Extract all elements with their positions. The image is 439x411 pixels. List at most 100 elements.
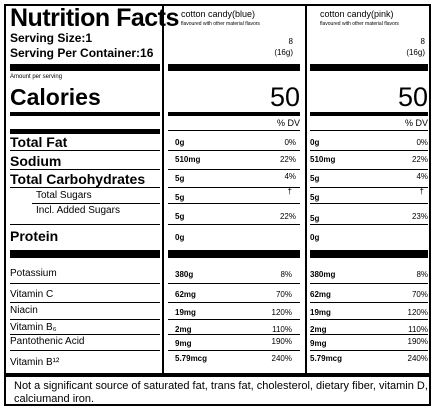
serving-count-blue: 8 bbox=[288, 37, 293, 46]
mineral-label-vitamin-b12: Vitamin B¹² bbox=[10, 357, 60, 368]
calories-value-pink: 50 bbox=[397, 82, 428, 112]
row-divider bbox=[168, 350, 300, 351]
mineral-amount-blue: 5.79mcg bbox=[175, 354, 208, 363]
amount-per-serving: Amount per serving bbox=[10, 74, 63, 80]
nutrient-amount-blue: 510mg bbox=[175, 155, 201, 164]
nutrient-amount-pink: 510mg bbox=[310, 155, 336, 164]
divider-dv bbox=[10, 129, 160, 134]
mineral-pct-blue: 8% bbox=[280, 270, 292, 279]
nutrient-pct-blue: 22% bbox=[279, 155, 296, 164]
nutrient-pct-pink: 23% bbox=[411, 212, 428, 221]
mineral-pct-pink: 110% bbox=[408, 325, 428, 334]
row-divider bbox=[168, 203, 300, 204]
nutrient-pct-blue: 0% bbox=[284, 138, 296, 147]
nutrient-amount-blue: 5g bbox=[175, 212, 185, 221]
mineral-amount-pink: 2mg bbox=[310, 325, 327, 334]
mineral-pct-blue: 70% bbox=[275, 290, 292, 299]
row-divider bbox=[168, 334, 300, 335]
mineral-label-pantothenic-acid: Pantothenic Acid bbox=[10, 336, 85, 347]
nutrient-amount-blue: 5g bbox=[175, 174, 185, 183]
row-divider bbox=[168, 150, 300, 151]
row-divider bbox=[10, 350, 160, 351]
nutrient-amount-blue: 0g bbox=[175, 138, 185, 147]
row-divider bbox=[168, 319, 300, 320]
row-divider bbox=[168, 283, 300, 284]
nutrient-amount-pink: 5g bbox=[310, 193, 320, 202]
divider-thick-top bbox=[10, 64, 160, 71]
nutrient-amount-pink: 0g bbox=[310, 233, 320, 242]
row-divider bbox=[10, 302, 160, 303]
calories-label: Calories bbox=[10, 84, 101, 110]
mineral-pct-blue: 120% bbox=[271, 308, 292, 317]
nutrient-pct-blue: † bbox=[287, 187, 292, 196]
mineral-pct-pink: 70% bbox=[411, 290, 428, 299]
divider-calories-pink bbox=[310, 112, 428, 116]
divider-dv-pink bbox=[310, 130, 428, 131]
row-divider bbox=[10, 187, 160, 188]
row-divider bbox=[168, 169, 300, 170]
mineral-label-potassium: Potassium bbox=[10, 268, 57, 279]
nutrient-amount-pink: 5g bbox=[310, 174, 320, 183]
row-divider bbox=[310, 203, 428, 204]
divider-calories-blue bbox=[168, 112, 300, 116]
mineral-amount-pink: 380mg bbox=[310, 270, 336, 279]
row-divider bbox=[10, 319, 160, 320]
label-frame bbox=[4, 4, 431, 406]
divider-thick-mid bbox=[10, 250, 160, 258]
calories-value-blue: 50 bbox=[269, 82, 300, 112]
divider-thick-mid-pink bbox=[310, 250, 428, 258]
nutrient-pct-pink: † bbox=[419, 187, 424, 196]
row-divider bbox=[310, 350, 428, 351]
row-divider bbox=[168, 224, 300, 225]
row-divider bbox=[10, 334, 160, 335]
mineral-label-vitamin-b6: Vitamin B₆ bbox=[10, 322, 57, 333]
footnote: Not a significant source of saturated fa… bbox=[14, 380, 428, 405]
nutrient-amount-blue: 5g bbox=[175, 193, 185, 202]
column-name-blue: cotton candy(blue) bbox=[181, 9, 256, 19]
divider-thick-bottom bbox=[6, 373, 429, 377]
row-divider bbox=[10, 224, 160, 225]
dv-header-pink: % DV bbox=[404, 118, 428, 128]
row-divider bbox=[310, 302, 428, 303]
mineral-pct-pink: 190% bbox=[407, 337, 428, 346]
mineral-label-niacin: Niacin bbox=[10, 305, 38, 316]
nutrient-label-protein: Protein bbox=[10, 228, 59, 244]
nutrient-label-total-carbohydrates: Total Carbohydrates bbox=[10, 171, 146, 187]
mineral-amount-blue: 9mg bbox=[175, 339, 192, 348]
divider-dv-blue bbox=[168, 130, 300, 131]
mineral-amount-pink: 9mg bbox=[310, 339, 327, 348]
mineral-pct-pink: 240% bbox=[407, 354, 428, 363]
row-divider bbox=[10, 150, 160, 151]
row-divider bbox=[310, 334, 428, 335]
serving-per-container: Serving Per Container:16 bbox=[10, 46, 154, 60]
column-divider-right bbox=[305, 6, 307, 374]
column-subtitle-pink: flavoured with other material flavors bbox=[320, 21, 399, 27]
mineral-label-vitamin-c: Vitamin C bbox=[10, 289, 54, 300]
column-subtitle-blue: flavoured with other material flavors bbox=[181, 21, 260, 27]
row-divider bbox=[10, 283, 160, 284]
row-divider bbox=[168, 187, 300, 188]
mineral-amount-blue: 62mg bbox=[175, 290, 196, 299]
nutrient-amount-pink: 0g bbox=[310, 138, 320, 147]
serving-count-pink: 8 bbox=[420, 37, 425, 46]
dv-header-blue: % DV bbox=[276, 118, 300, 128]
mineral-amount-blue: 19mg bbox=[175, 308, 196, 317]
row-divider bbox=[168, 302, 300, 303]
divider-calories bbox=[10, 112, 160, 116]
row-divider bbox=[10, 169, 160, 170]
nutrient-pct-pink: 0% bbox=[416, 138, 428, 147]
mineral-amount-pink: 5.79mcg bbox=[310, 354, 343, 363]
mineral-pct-pink: 8% bbox=[416, 270, 428, 279]
nutrient-label-total-fat: Total Fat bbox=[10, 134, 68, 150]
mineral-amount-blue: 380g bbox=[175, 270, 194, 279]
nutrient-label-sodium: Sodium bbox=[10, 153, 62, 169]
label-title: Nutrition Facts bbox=[10, 4, 179, 32]
divider-thick-mid-blue bbox=[168, 250, 300, 258]
row-divider bbox=[310, 283, 428, 284]
column-divider-left bbox=[162, 6, 164, 374]
nutrient-pct-blue: 22% bbox=[279, 212, 296, 221]
nutrient-pct-pink: 22% bbox=[411, 155, 428, 164]
serving-weight-pink: (16g) bbox=[406, 48, 425, 57]
nutrient-label-added-sugars: Incl. Added Sugars bbox=[36, 205, 120, 216]
